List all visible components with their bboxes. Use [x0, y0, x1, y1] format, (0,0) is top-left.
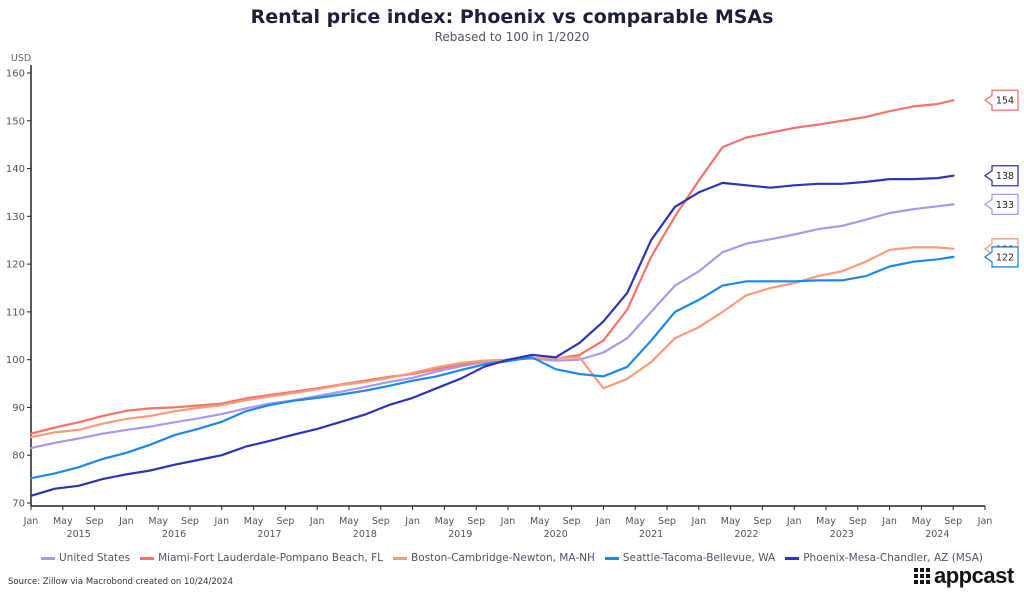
x-year-label: 2020	[544, 529, 568, 540]
y-axis-unit: USD	[11, 53, 31, 64]
x-tick-label: May	[625, 516, 645, 527]
x-tick-label: Jan	[23, 516, 39, 527]
legend-swatch	[40, 556, 55, 560]
end-label-text: 138	[996, 171, 1014, 182]
x-tick-label: Jan	[786, 516, 802, 527]
end-label-4: 138	[983, 165, 1019, 187]
end-label-text: 154	[996, 96, 1014, 107]
x-tick-label: Sep	[563, 516, 581, 527]
x-tick-label: Sep	[944, 516, 962, 527]
y-tick-label: 70	[12, 499, 25, 510]
x-tick-label: Jan	[213, 516, 229, 527]
chart-subtitle: Rebased to 100 in 1/2020	[434, 30, 590, 44]
chart-title: Rental price index: Phoenix vs comparabl…	[250, 6, 774, 28]
x-tick-label: Sep	[181, 516, 199, 527]
y-tick-label: 90	[12, 403, 25, 414]
x-tick-label: Sep	[372, 516, 390, 527]
x-tick-label: Sep	[276, 516, 294, 527]
y-tick-label: 100	[6, 355, 25, 366]
x-year-label: 2016	[162, 529, 186, 540]
x-tick-label: May	[244, 516, 264, 527]
x-tick-label: Sep	[849, 516, 867, 527]
end-label-text: 133	[996, 200, 1014, 211]
legend-label: United States	[58, 552, 131, 564]
x-tick-label: Sep	[753, 516, 771, 527]
x-tick-label: Sep	[658, 516, 676, 527]
x-year-label: 2017	[257, 529, 281, 540]
series-line-3	[29, 255, 955, 480]
x-year-label: 2021	[639, 529, 663, 540]
y-tick-label: 120	[6, 260, 25, 271]
x-tick-label: Jan	[118, 516, 134, 527]
x-axis: Jan May Sep 2015 Jan May Sep 2016 Jan May Sep 2017 J…	[23, 505, 993, 540]
x-tick-label: Jan	[977, 516, 993, 527]
y-tick-label: 110	[6, 307, 25, 318]
legend-swatch	[392, 556, 407, 560]
end-label-0: 133	[983, 193, 1019, 216]
legend-item: Boston-Cambridge-Newton, MA-NH	[392, 552, 595, 564]
x-tick-label: Jan	[690, 516, 706, 527]
source-note: Source: Zillow via Macrobond created on …	[8, 577, 233, 587]
y-tick-label: 130	[6, 212, 25, 223]
legend-item: Phoenix-Mesa-Chandler, AZ (MSA)	[785, 552, 983, 564]
legend-label: Miami-Fort Lauderdale-Pompano Beach, FL	[158, 552, 383, 564]
appcast-logo: appcast	[914, 563, 1014, 589]
series-line-2	[29, 246, 955, 439]
y-tick-label: 160	[6, 69, 25, 80]
series-line-4	[29, 174, 955, 497]
x-tick-label: May	[816, 516, 836, 527]
legend-item: United States	[40, 552, 131, 564]
x-year-label: 2018	[353, 529, 377, 540]
x-year-label: 2023	[830, 529, 854, 540]
legend-swatch	[785, 556, 800, 560]
x-tick-label: May	[530, 516, 550, 527]
legend-label: Phoenix-Mesa-Chandler, AZ (MSA)	[803, 552, 983, 564]
y-tick-label: 140	[6, 164, 25, 175]
x-tick-label: Jan	[881, 516, 897, 527]
end-label-text: 122	[996, 252, 1014, 263]
end-label-box	[983, 193, 1019, 216]
x-tick-label: May	[53, 516, 73, 527]
x-tick-label: Jan	[500, 516, 516, 527]
legend: United States Miami-Fort Lauderdale-Pompa…	[0, 552, 1024, 564]
end-label-box	[983, 165, 1019, 187]
legend-item: Seattle-Tacoma-Bellevue, WA	[604, 552, 776, 564]
x-tick-label: Jan	[309, 516, 325, 527]
end-label-1: 154	[983, 89, 1019, 111]
x-year-label: 2015	[67, 529, 91, 540]
legend-label: Boston-Cambridge-Newton, MA-NH	[410, 552, 595, 564]
x-tick-label: May	[721, 516, 741, 527]
x-tick-label: Sep	[86, 516, 104, 527]
end-label-box	[983, 89, 1019, 111]
x-tick-label: Sep	[467, 516, 485, 527]
x-tick-label: May	[148, 516, 168, 527]
series-lines	[29, 99, 955, 497]
x-tick-label: Jan	[595, 516, 611, 527]
x-year-label: 2019	[448, 529, 472, 540]
end-labels: 133154123122138	[983, 89, 1019, 268]
logo-dots-icon	[914, 568, 930, 584]
series-line-1	[29, 99, 955, 435]
end-label-3: 122	[983, 246, 1019, 268]
x-tick-label: May	[435, 516, 455, 527]
y-tick-label: 80	[12, 451, 25, 462]
legend-swatch	[140, 556, 155, 560]
logo-text: appcast	[934, 563, 1014, 588]
legend-label: Seattle-Tacoma-Bellevue, WA	[622, 552, 776, 564]
x-year-label: 2022	[734, 529, 758, 540]
end-label-box	[983, 246, 1019, 268]
x-tick-label: Jan	[404, 516, 420, 527]
x-tick-label: May	[339, 516, 359, 527]
x-tick-label: May	[912, 516, 932, 527]
y-tick-label: 150	[6, 116, 25, 127]
y-axis: USD 70 80 90 100 110 120 130 140 150 160	[6, 53, 32, 510]
x-year-label: 2024	[925, 529, 949, 540]
legend-item: Miami-Fort Lauderdale-Pompano Beach, FL	[140, 552, 383, 564]
legend-swatch	[604, 556, 619, 560]
